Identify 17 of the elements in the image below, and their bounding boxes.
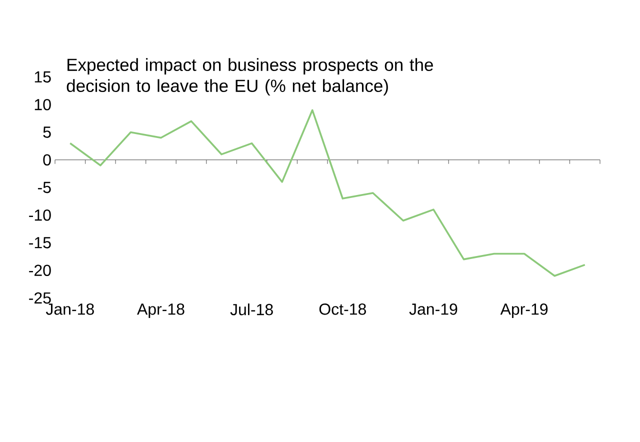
x-tick-label: Jan-19: [409, 304, 458, 315]
x-tick-label: Oct-18: [319, 304, 366, 315]
x-tick-label: Jan-18: [46, 304, 94, 315]
y-tick-label: -10: [29, 209, 51, 221]
y-tick-label: 15: [34, 71, 51, 83]
chart-title: Expected impact on business prospects on the decision to leave the EU (% net balance): [66, 58, 433, 96]
line-series: [69, 109, 586, 277]
y-tick-label: 0: [43, 154, 51, 166]
y-tick-label: -5: [38, 182, 51, 194]
x-tick-label: Jul-18: [230, 304, 273, 316]
y-tick-label: -20: [29, 264, 51, 276]
y-tick-label: -15: [29, 237, 51, 248]
y-tick-label: 10: [34, 98, 51, 110]
y-tick-label: 5: [43, 126, 51, 138]
x-tick-label: Apr-19: [500, 304, 548, 318]
y-tick-label: -25: [29, 292, 51, 304]
x-tick-label: Apr-18: [137, 304, 184, 318]
